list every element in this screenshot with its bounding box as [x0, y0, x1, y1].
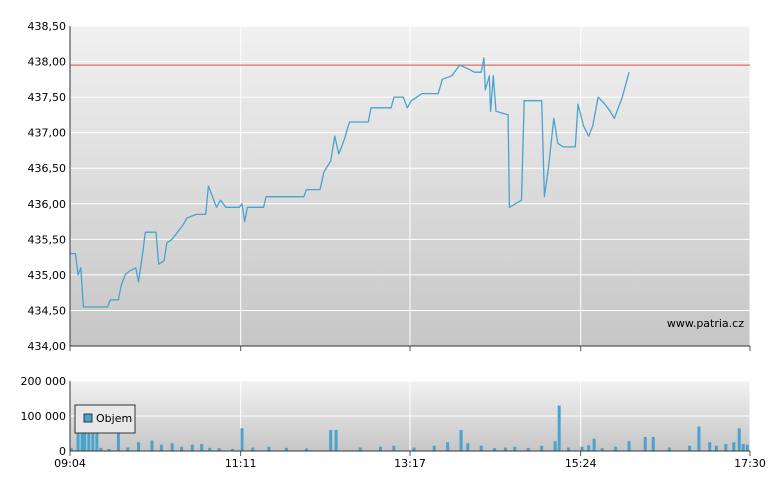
price-y-tick-label: 438,50: [28, 20, 67, 33]
volume-bar: [392, 446, 395, 451]
price-y-tick-label: 434,50: [28, 304, 67, 317]
volume-bar: [724, 444, 727, 451]
volume-bar: [732, 442, 735, 451]
volume-bar: [715, 446, 718, 451]
volume-bar: [150, 441, 153, 452]
volume-bar: [126, 448, 129, 452]
volume-bar: [628, 441, 631, 451]
volume-bar: [554, 441, 557, 451]
volume-bar: [581, 447, 584, 451]
price-y-tick-label: 435,50: [28, 233, 67, 246]
volume-bar: [480, 446, 483, 451]
price-y-tick-label: 434,00: [28, 340, 67, 353]
volume-bar: [558, 406, 561, 452]
volume-bar: [433, 446, 436, 451]
volume-bar: [200, 444, 203, 451]
volume-bar: [251, 448, 254, 452]
price-y-tick-label: 437,00: [28, 127, 67, 140]
volume-bar: [593, 439, 596, 451]
x-tick-label: 13:17: [394, 457, 426, 470]
volume-bar: [359, 448, 362, 452]
volume-bar: [540, 446, 543, 451]
volume-legend: Objem: [75, 405, 135, 433]
volume-bar: [191, 445, 194, 451]
volume-bar: [171, 443, 174, 451]
volume-bar: [460, 430, 463, 451]
volume-bar: [137, 442, 140, 451]
volume-bar: [504, 448, 507, 452]
x-tick-label: 15:24: [565, 457, 597, 470]
volume-bar: [413, 448, 416, 452]
price-y-tick-label: 435,00: [28, 269, 67, 282]
volume-bar: [160, 445, 163, 451]
x-tick-label: 09:04: [54, 457, 86, 470]
volume-bar: [742, 444, 745, 451]
volume-bar: [379, 447, 382, 451]
x-tick-label: 17:30: [734, 457, 766, 470]
volume-bar: [697, 427, 700, 452]
volume-bar: [335, 430, 338, 451]
volume-y-tick-label: 200 000: [21, 375, 67, 388]
legend-swatch: [84, 414, 92, 422]
volume-bar: [644, 437, 647, 451]
volume-bar: [466, 443, 469, 451]
legend-label: Objem: [96, 412, 132, 425]
volume-bar: [329, 430, 332, 451]
volume-bar: [446, 442, 449, 451]
volume-y-tick-label: 100 000: [21, 410, 67, 423]
volume-bar: [652, 437, 655, 451]
price-y-tick-label: 436,00: [28, 198, 67, 211]
x-tick-label: 11:11: [225, 457, 257, 470]
volume-bar: [567, 448, 570, 452]
volume-bar: [241, 428, 244, 451]
price-y-tick-label: 437,50: [28, 91, 67, 104]
volume-bar: [587, 445, 590, 451]
volume-bar: [614, 447, 617, 451]
volume-bar: [738, 428, 741, 451]
price-y-tick-label: 438,00: [28, 56, 67, 69]
volume-bar: [180, 447, 183, 451]
volume-bar: [267, 447, 270, 451]
volume-bar: [708, 442, 711, 451]
volume-bar: [746, 445, 749, 451]
volume-bar: [513, 447, 516, 451]
watermark-text: www.patria.cz: [667, 317, 744, 330]
volume-bar: [688, 446, 691, 451]
volume-bar: [668, 448, 671, 452]
price-y-tick-label: 436,50: [28, 162, 67, 175]
